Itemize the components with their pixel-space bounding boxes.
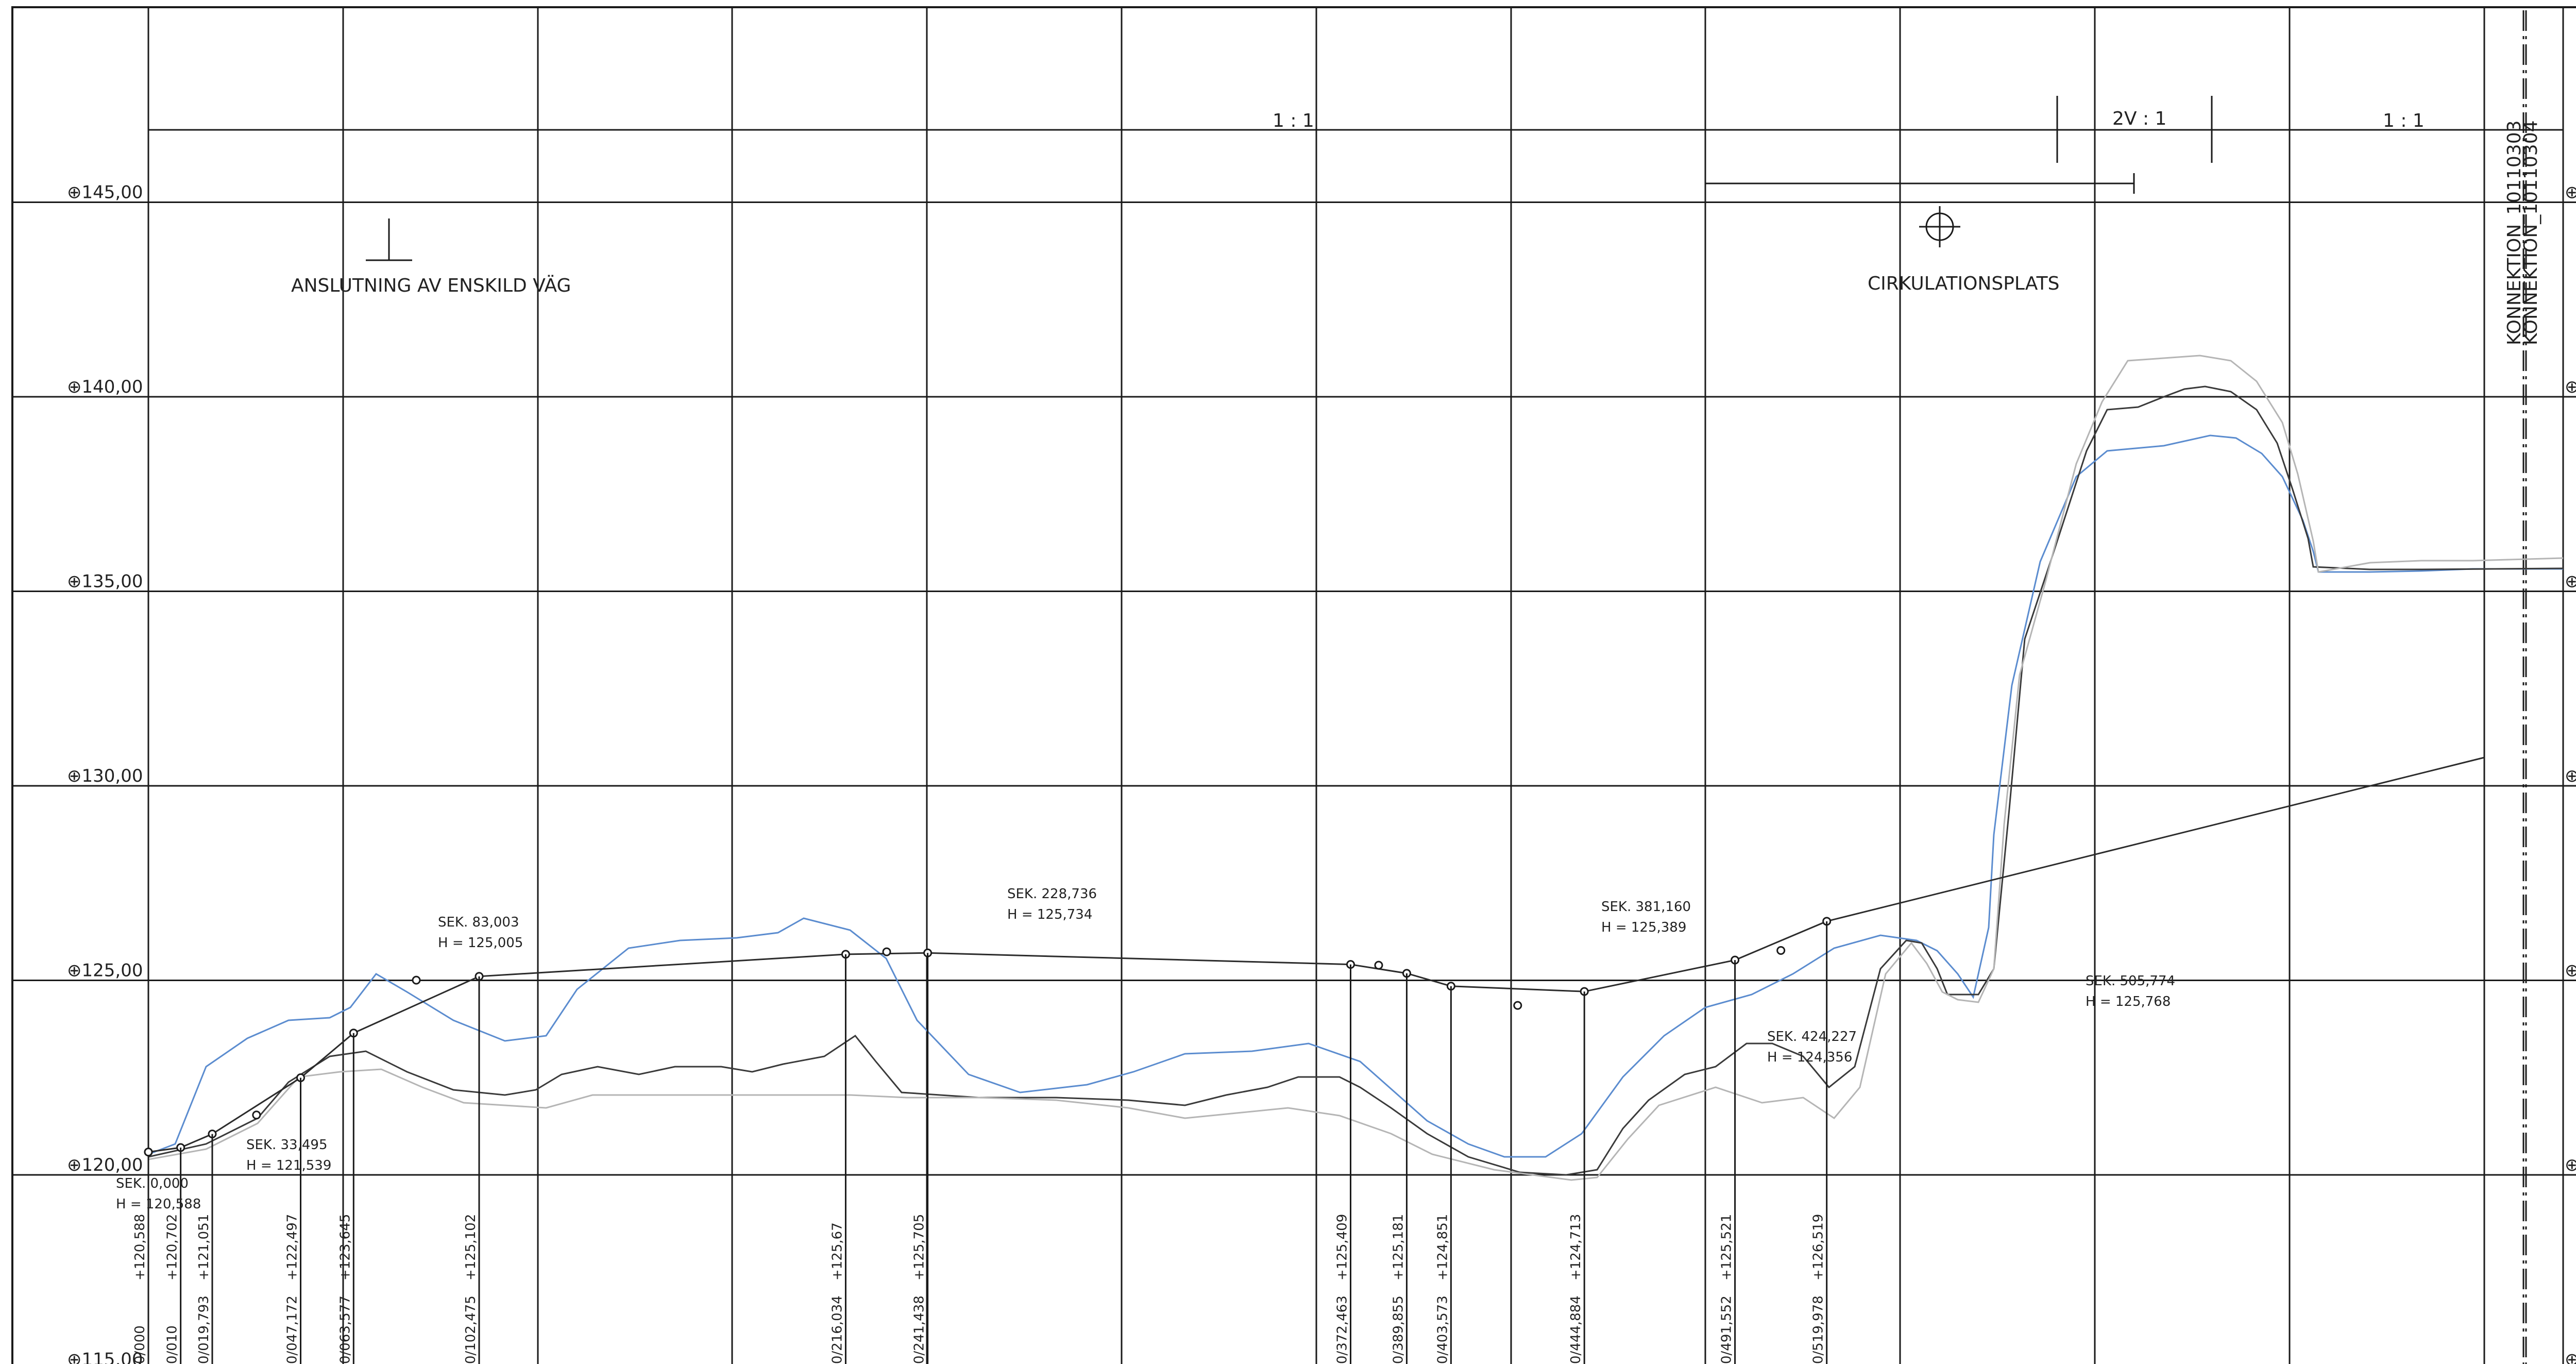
vertical-point-sek: SEK. 33,495 [246, 1137, 328, 1153]
station-chainage-label: 0/216,034 [829, 1295, 845, 1364]
terrain-blue-line [148, 434, 2563, 1158]
elevation-label-right: ⊕135,00 [2565, 571, 2576, 592]
drawing-frame [11, 6, 2576, 1364]
elevation-label-left: ⊕115,00 [67, 1350, 143, 1364]
vertical-point-height: H = 125,768 [2086, 994, 2171, 1009]
slope-label-left: 1 : 1 [1273, 110, 1314, 131]
vertical-point-marker [252, 1110, 261, 1120]
elevation-label-right: ⊕125,00 [2565, 961, 2576, 981]
roundabout-label: CIRKULATIONSPLATS [1868, 273, 2059, 294]
station-height-label: +125,102 [463, 1214, 479, 1281]
roundabout-marker: CIRKULATIONSPLATS [1868, 206, 2059, 294]
station-chainage-label: 0/102,475 [463, 1295, 479, 1364]
vertical-point-marker [1776, 946, 1786, 955]
elevation-label-right: ⊕130,00 [2565, 766, 2576, 786]
station-chainage-label: 0/010 [165, 1325, 180, 1364]
station-chainage-label: 0/444,884 [1568, 1295, 1584, 1364]
station-chainage-label: 0/403,573 [1435, 1295, 1450, 1364]
vertical-point-marker [882, 947, 891, 956]
vertical-point-marker [144, 1148, 153, 1157]
station-height-label: +125,521 [1719, 1214, 1735, 1281]
station-height-label: +121,051 [196, 1214, 212, 1281]
elevation-label-right: ⊕115,00 [2565, 1350, 2576, 1364]
vertical-point-height: H = 125,005 [438, 935, 523, 951]
vertical-point-height: H = 125,389 [1601, 920, 1686, 935]
station-height-label: +122,497 [285, 1214, 300, 1281]
station-labels: +120,588 0/000 +120,702 0/010 +121,051 0/019,… [132, 921, 1828, 1364]
grid-lines [12, 7, 2576, 1364]
elevation-label-right: ⊕145,00 [2565, 182, 2576, 203]
elevation-label-left: ⊕140,00 [67, 377, 143, 397]
terrain-light-line [148, 355, 2564, 1181]
station-height-label: +120,702 [165, 1214, 180, 1281]
vertical-point-height: H = 125,734 [1007, 907, 1092, 922]
vertical-point-marker [412, 975, 421, 985]
station-height-label: +124,713 [1568, 1214, 1584, 1281]
terrain-lines [148, 355, 2564, 1181]
elevation-label-right: ⊕140,00 [2565, 377, 2576, 397]
station-height-label: +125,409 [1334, 1214, 1350, 1281]
station-height-label: +125,67 [829, 1222, 845, 1281]
elevation-label-left: ⊕130,00 [67, 766, 143, 786]
station-height-label: +125,181 [1391, 1214, 1406, 1281]
station-height-label: +124,851 [1435, 1214, 1450, 1281]
elevation-label-left: ⊕125,00 [67, 961, 143, 981]
station-chainage-label: 0/047,172 [285, 1295, 300, 1364]
vertical-point-height: H = 120,588 [116, 1197, 201, 1212]
station-chainage-label: 0/063,577 [337, 1295, 353, 1364]
junction-label: ANSLUTNING AV ENSKILD VÄG [291, 275, 571, 296]
station-height-label: +123,645 [337, 1214, 353, 1281]
elevation-axis: ⊕145,00 ⊕145,00 ⊕140,00 ⊕140,00 ⊕135,00 ⊕135,… [67, 182, 2576, 1364]
connection-label-1: KONNEKTION_10110303 [2504, 121, 2525, 346]
vertical-point-sek: SEK. 505,774 [2086, 973, 2175, 989]
junction-marker: ANSLUTNING AV ENSKILD VÄG [291, 218, 571, 296]
cross-section-bar: 1 : 1 2V : 1 1 : 1 [148, 96, 2563, 194]
station-chainage-label: 0/519,978 [1811, 1295, 1826, 1364]
vertical-points: SEK. 0,000 H = 120,588 SEK. 33,495 H = 121,… [116, 886, 2175, 1212]
station-chainage-label: 0/019,793 [196, 1295, 212, 1364]
elevation-label-left: ⊕135,00 [67, 571, 143, 592]
vertical-point-sek: SEK. 0,000 [116, 1176, 189, 1191]
vertical-point-sek: SEK. 83,003 [438, 915, 519, 930]
station-chainage-label: 0/241,438 [912, 1295, 927, 1364]
slope-label-right: 1 : 1 [2383, 110, 2425, 131]
vertical-point-sek: SEK. 381,160 [1601, 899, 1691, 915]
station-height-label: +125,705 [912, 1214, 927, 1281]
station-height-label: +120,588 [132, 1214, 148, 1281]
terrain-gray-line [148, 385, 2564, 1176]
station-chainage-label: 0/491,552 [1719, 1295, 1735, 1364]
elevation-label-left: ⊕145,00 [67, 182, 143, 203]
vertical-point-marker [1513, 1001, 1522, 1010]
vertical-point-marker [1374, 961, 1383, 970]
connection-markers: KONNEKTION_10110303 KONNEKTION_10110304 [2504, 10, 2541, 1364]
vertical-point-height: H = 121,539 [246, 1158, 331, 1173]
station-chainage-label: 0/000 [132, 1325, 148, 1364]
vertical-point-sek: SEK. 424,227 [1767, 1029, 1857, 1045]
design-profile [144, 756, 2485, 1157]
elevation-label-right: ⊕120,00 [2565, 1155, 2576, 1175]
slope-label-middle: 2V : 1 [2112, 108, 2166, 129]
connection-label-2: KONNEKTION_10110304 [2520, 121, 2541, 346]
elevation-label-left: ⊕120,00 [67, 1155, 143, 1175]
station-chainage-label: 0/372,463 [1334, 1295, 1350, 1364]
station-chainage-label: 0/389,855 [1391, 1295, 1406, 1364]
vertical-point-sek: SEK. 228,736 [1007, 886, 1097, 902]
vertical-point-height: H = 124,356 [1767, 1050, 1852, 1065]
station-height-label: +126,519 [1811, 1214, 1826, 1281]
